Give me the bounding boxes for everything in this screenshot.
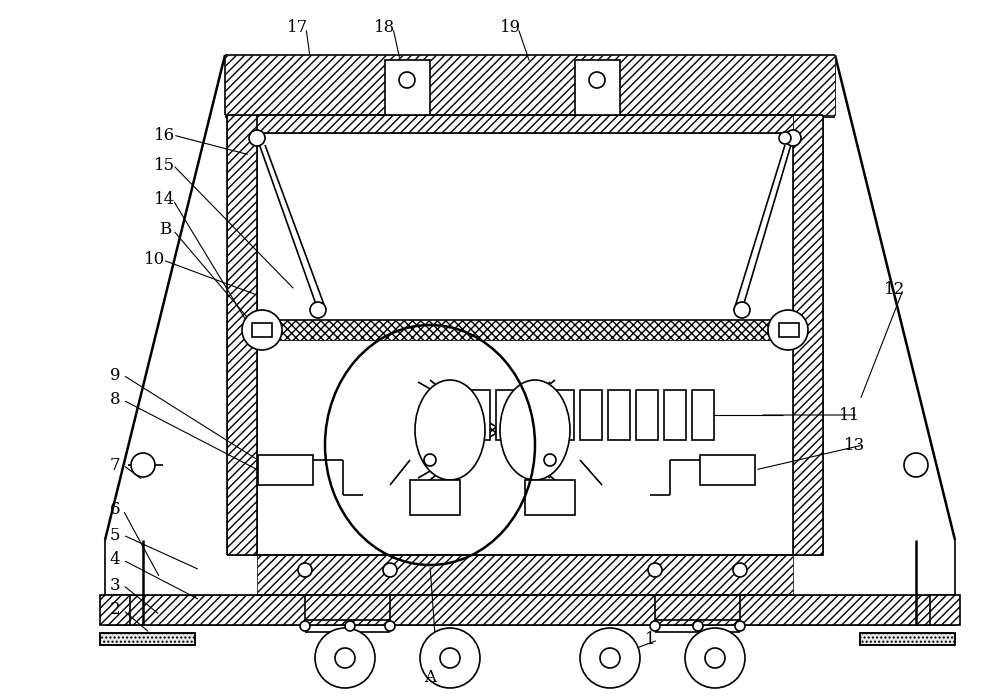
Bar: [257, 555, 793, 595]
Circle shape: [315, 628, 375, 688]
Bar: [575, 60, 620, 115]
Text: 3: 3: [110, 576, 120, 594]
Bar: [552, 390, 574, 440]
Bar: [468, 390, 490, 440]
Circle shape: [735, 621, 745, 631]
Circle shape: [249, 130, 265, 146]
Circle shape: [580, 628, 640, 688]
Circle shape: [335, 648, 355, 668]
Circle shape: [785, 130, 801, 146]
Bar: [410, 480, 460, 515]
Bar: [100, 633, 195, 645]
Text: B: B: [159, 221, 171, 239]
Circle shape: [779, 132, 791, 144]
Bar: [525, 480, 575, 515]
Circle shape: [242, 310, 282, 350]
Circle shape: [693, 621, 703, 631]
Text: 16: 16: [154, 127, 176, 143]
Text: 10: 10: [144, 251, 166, 269]
Ellipse shape: [500, 380, 570, 480]
Bar: [860, 633, 955, 645]
Circle shape: [685, 628, 745, 688]
Text: 8: 8: [110, 391, 120, 409]
Circle shape: [705, 648, 725, 668]
Circle shape: [544, 454, 556, 466]
Text: 19: 19: [499, 19, 521, 36]
Circle shape: [600, 648, 620, 668]
Circle shape: [383, 563, 397, 577]
Bar: [440, 390, 462, 440]
Text: 14: 14: [154, 191, 176, 209]
Bar: [700, 455, 755, 485]
Bar: [524, 390, 546, 440]
Bar: [257, 320, 793, 340]
Circle shape: [904, 453, 928, 477]
Bar: [779, 323, 799, 337]
Bar: [385, 60, 430, 115]
Bar: [496, 390, 518, 440]
Circle shape: [424, 454, 436, 466]
Circle shape: [345, 621, 355, 631]
Bar: [252, 323, 272, 337]
Bar: [100, 633, 195, 645]
Circle shape: [131, 453, 155, 477]
Circle shape: [589, 72, 605, 88]
Circle shape: [734, 302, 750, 318]
Bar: [930, 595, 960, 625]
Ellipse shape: [415, 380, 485, 480]
Text: 2: 2: [110, 601, 120, 619]
Bar: [100, 595, 130, 625]
Circle shape: [733, 563, 747, 577]
Text: 13: 13: [844, 436, 866, 454]
Bar: [225, 55, 835, 115]
Circle shape: [300, 621, 310, 631]
Bar: [580, 390, 602, 440]
Circle shape: [385, 621, 395, 631]
Circle shape: [650, 621, 660, 631]
Text: 9: 9: [110, 367, 120, 383]
Text: 5: 5: [110, 526, 120, 544]
Bar: [860, 633, 955, 645]
Text: 11: 11: [839, 406, 861, 423]
Text: A: A: [424, 670, 436, 686]
Bar: [692, 390, 714, 440]
Circle shape: [399, 72, 415, 88]
Circle shape: [768, 310, 808, 350]
Bar: [664, 390, 686, 440]
Circle shape: [298, 563, 312, 577]
Bar: [257, 115, 793, 133]
Text: 6: 6: [110, 502, 120, 519]
Bar: [608, 390, 630, 440]
Circle shape: [648, 563, 662, 577]
Circle shape: [310, 302, 326, 318]
Bar: [636, 390, 658, 440]
Circle shape: [440, 648, 460, 668]
Text: 15: 15: [154, 157, 176, 173]
Circle shape: [420, 628, 480, 688]
Bar: [105, 595, 955, 625]
Text: 7: 7: [110, 457, 120, 473]
Text: 12: 12: [884, 281, 906, 299]
Text: 4: 4: [110, 551, 120, 569]
Text: 17: 17: [287, 19, 309, 36]
Text: 1: 1: [645, 631, 655, 649]
Bar: [227, 115, 257, 555]
Bar: [258, 455, 313, 485]
Bar: [793, 115, 823, 555]
Text: 18: 18: [374, 19, 396, 36]
